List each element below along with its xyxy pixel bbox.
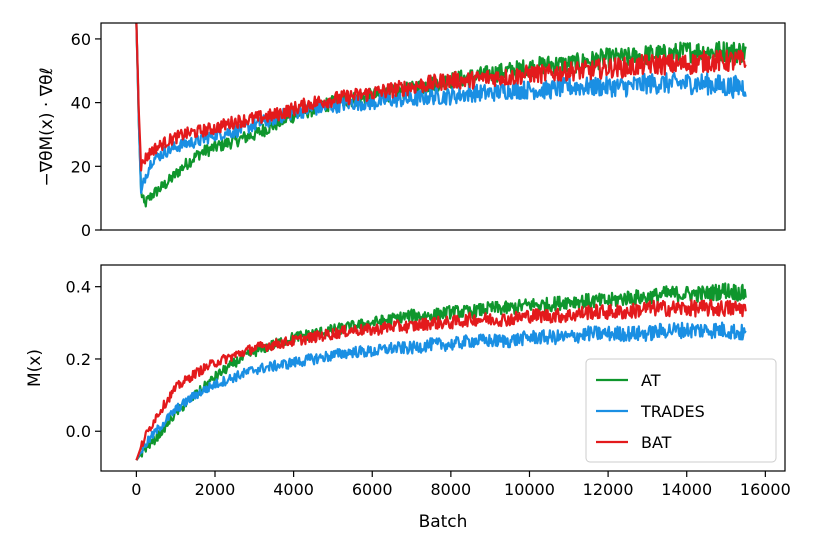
legend: AT TRADES BAT	[585, 358, 777, 463]
bottom-x-axis-label: Batch	[419, 512, 468, 532]
y-tick-label: 20	[71, 157, 91, 176]
bottom-panel: 0.0 0.2 0.4 0 2000 4000 6000 8000 10000 12000 140…	[25, 264, 791, 532]
top-axes-frame	[100, 22, 786, 231]
bottom-y-axis-label: M(x)	[25, 349, 45, 387]
series-line-bat	[135, 23, 747, 172]
x-tick-label: 6000	[352, 480, 393, 499]
series-line-at	[135, 282, 747, 461]
series-line-at	[135, 23, 747, 208]
series-line-trades	[135, 23, 747, 195]
legend-label-bat: BAT	[641, 433, 672, 452]
top-y-ticks: 0 20 40 60	[71, 30, 101, 240]
x-tick-label: 12000	[583, 480, 634, 499]
x-tick-label: 16000	[740, 480, 791, 499]
bottom-x-ticks: 0 2000 4000 6000 8000 10000 12000 14000 16000	[131, 471, 791, 499]
x-tick-label: 2000	[195, 480, 236, 499]
top-panel: 0 20 40 60 −∇θM(x) · ∇θℓ	[37, 22, 786, 240]
x-tick-label: 0	[131, 480, 141, 499]
x-tick-label: 8000	[431, 480, 472, 499]
legend-items: AT TRADES BAT	[596, 371, 705, 452]
top-y-axis-label: −∇θM(x) · ∇θℓ	[37, 67, 57, 186]
series-line-bat	[135, 299, 747, 461]
y-tick-label: 40	[71, 94, 91, 113]
bottom-axes-frame	[100, 264, 786, 472]
y-tick-label: 0.4	[66, 278, 91, 297]
x-tick-label: 14000	[661, 480, 712, 499]
y-tick-label: 0.0	[66, 422, 91, 441]
legend-box	[585, 358, 777, 463]
y-tick-label: 0	[81, 221, 91, 240]
bottom-y-ticks: 0.0 0.2 0.4	[66, 278, 101, 441]
x-tick-label: 10000	[504, 480, 555, 499]
y-tick-label: 60	[71, 30, 91, 49]
series-line-trades	[135, 321, 747, 461]
y-tick-label: 0.2	[66, 350, 91, 369]
bottom-series-group	[135, 282, 747, 461]
legend-label-at: AT	[641, 371, 661, 390]
legend-label-trades: TRADES	[640, 402, 705, 421]
x-tick-label: 4000	[273, 480, 314, 499]
top-series-group	[135, 23, 747, 208]
